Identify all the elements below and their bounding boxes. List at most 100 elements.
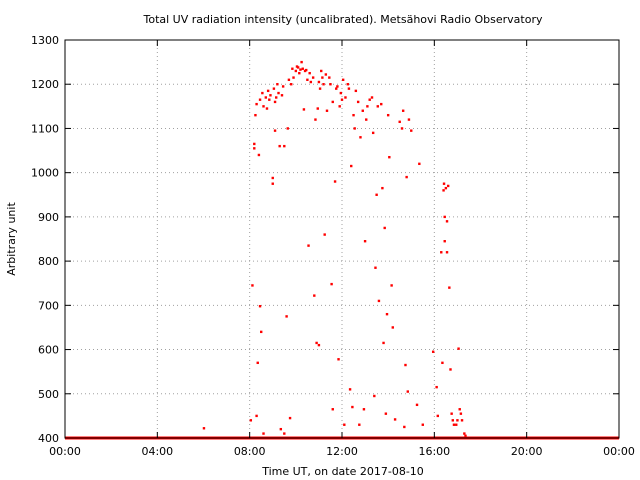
- data-point: [328, 76, 331, 79]
- y-tick-label: 1300: [31, 34, 59, 47]
- data-point: [391, 326, 394, 329]
- data-point: [443, 240, 446, 243]
- data-point: [258, 305, 262, 308]
- data-point: [386, 113, 390, 117]
- data-point: [302, 108, 306, 111]
- data-point: [287, 78, 291, 81]
- data-point: [276, 83, 279, 86]
- data-point: [257, 153, 261, 157]
- data-point: [431, 350, 435, 353]
- data-point: [452, 423, 456, 426]
- data-point: [435, 385, 438, 389]
- data-point: [277, 91, 280, 95]
- data-point: [256, 361, 259, 365]
- data-point: [324, 73, 328, 76]
- data-point: [400, 127, 404, 130]
- data-point: [271, 176, 274, 180]
- data-point: [359, 136, 362, 139]
- x-tick-label: 08:00: [234, 445, 266, 458]
- data-point: [441, 361, 444, 365]
- data-point: [446, 184, 450, 188]
- data-point: [317, 80, 321, 84]
- data-point: [290, 83, 293, 86]
- data-point: [281, 85, 285, 88]
- data-point: [255, 414, 258, 418]
- chart-title: Total UV radiation intensity (uncalibrat…: [143, 13, 543, 26]
- data-point: [317, 343, 321, 347]
- data-point: [440, 251, 443, 254]
- data-point: [352, 113, 355, 117]
- data-point: [273, 129, 277, 132]
- data-point: [320, 69, 323, 73]
- data-point: [335, 87, 338, 90]
- data-point: [307, 244, 310, 247]
- data-point: [313, 294, 316, 297]
- data-point: [381, 186, 384, 190]
- data-point: [350, 164, 353, 168]
- data-point: [340, 98, 344, 101]
- data-point: [330, 282, 333, 286]
- data-point: [405, 175, 408, 179]
- y-axis-label: Arbitrary unit: [5, 202, 18, 276]
- data-point: [455, 423, 458, 426]
- data-point: [398, 120, 401, 124]
- data-point: [283, 144, 286, 148]
- data-point: [336, 85, 339, 88]
- x-tick-label: 00:00: [49, 445, 81, 458]
- data-point: [318, 87, 322, 90]
- data-point: [286, 127, 289, 130]
- data-point: [456, 419, 459, 422]
- data-point: [351, 405, 354, 409]
- x-axis-label: Time UT, on date 2017-08-10: [261, 465, 424, 478]
- data-point: [363, 240, 367, 243]
- y-tick-label: 1100: [31, 122, 59, 135]
- data-point: [311, 76, 315, 79]
- data-point: [371, 131, 375, 135]
- data-point: [445, 251, 449, 254]
- data-point: [383, 226, 386, 230]
- y-tick-label: 900: [38, 211, 59, 224]
- data-point: [251, 284, 254, 287]
- data-point: [301, 67, 304, 70]
- axis-ticks: [64, 39, 620, 439]
- data-point: [365, 118, 368, 121]
- data-point: [262, 432, 265, 435]
- data-point: [410, 129, 413, 132]
- data-point: [382, 341, 385, 345]
- data-point: [348, 388, 352, 391]
- data-point: [415, 403, 419, 407]
- data-point: [375, 193, 378, 196]
- data-point: [273, 100, 277, 104]
- data-point: [315, 341, 318, 345]
- data-point: [308, 71, 311, 75]
- data-point: [374, 266, 377, 269]
- data-point: [353, 127, 356, 130]
- data-point: [296, 66, 300, 69]
- data-point: [322, 83, 325, 86]
- data-point: [316, 107, 319, 110]
- data-point: [305, 68, 308, 72]
- data-point: [442, 182, 446, 185]
- data-point: [344, 96, 347, 99]
- data-point: [254, 113, 257, 117]
- data-point: [285, 315, 288, 318]
- data-point: [443, 215, 446, 219]
- data-point: [380, 102, 383, 106]
- y-tick-label: 600: [38, 344, 59, 357]
- data-point: [457, 347, 460, 350]
- data-point: [370, 96, 374, 99]
- data-point: [463, 432, 466, 435]
- data-point: [299, 68, 302, 71]
- data-point: [406, 390, 409, 393]
- data-point: [333, 180, 337, 183]
- y-tick-label: 1200: [31, 78, 59, 91]
- data-point: [448, 286, 451, 289]
- data-point: [323, 233, 326, 236]
- data-point: [266, 89, 270, 93]
- data-point: [418, 162, 421, 166]
- data-point: [269, 94, 272, 97]
- data-point: [265, 107, 269, 110]
- data-point: [331, 100, 334, 104]
